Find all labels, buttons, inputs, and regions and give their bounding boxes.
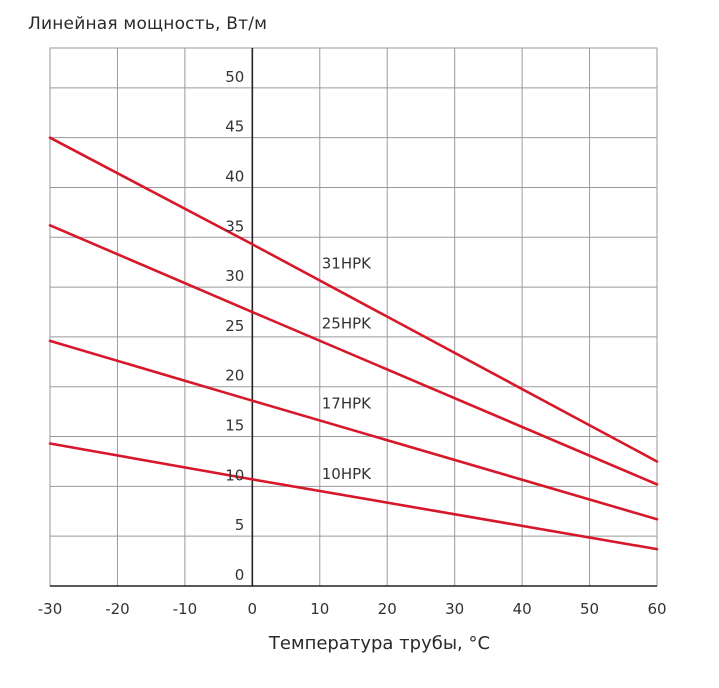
x-tick-label: 50	[580, 600, 599, 618]
series-line	[48, 339, 659, 521]
y-tick-label: 10	[225, 466, 244, 484]
chart-series	[48, 136, 659, 551]
x-tick-label: -20	[105, 600, 130, 618]
chart-axes	[50, 48, 657, 587]
x-tick-label: 30	[445, 600, 464, 618]
x-tick-label: 20	[378, 600, 397, 618]
x-axis-title: Температура трубы, °C	[268, 633, 491, 654]
y-tick-label: 50	[225, 68, 244, 86]
series-label: 17HPK	[322, 394, 372, 412]
y-tick-label: 45	[225, 118, 244, 136]
series-label: 25HPK	[322, 315, 372, 333]
series-line	[48, 442, 659, 551]
x-tick-label: 40	[513, 600, 532, 618]
x-tick-label: 10	[310, 600, 329, 618]
y-tick-label: 25	[225, 317, 244, 335]
y-tick-label: 5	[235, 516, 245, 534]
y-tick-label: 35	[225, 217, 244, 235]
x-tick-label: -30	[38, 600, 63, 618]
series-label: 10HPK	[322, 465, 372, 483]
y-axis-title: Линейная мощность, Вт/м	[28, 14, 268, 34]
y-tick-label: 0	[235, 566, 245, 584]
y-tick-label: 30	[225, 267, 244, 285]
series-line	[48, 136, 659, 463]
y-tick-label: 15	[225, 417, 244, 435]
y-tick-label: 20	[225, 367, 244, 385]
x-tick-label: 60	[647, 600, 666, 618]
chart-labels: -30 -20 -10 0 10 20 30 40 50 60 0 5 10 15 20 25 30 35 40 45…	[38, 68, 667, 618]
x-tick-label: 0	[248, 600, 258, 618]
series-line	[48, 224, 659, 486]
series-label: 31HPK	[322, 254, 372, 272]
x-tick-label: -10	[173, 600, 198, 618]
y-tick-label: 40	[225, 167, 244, 185]
